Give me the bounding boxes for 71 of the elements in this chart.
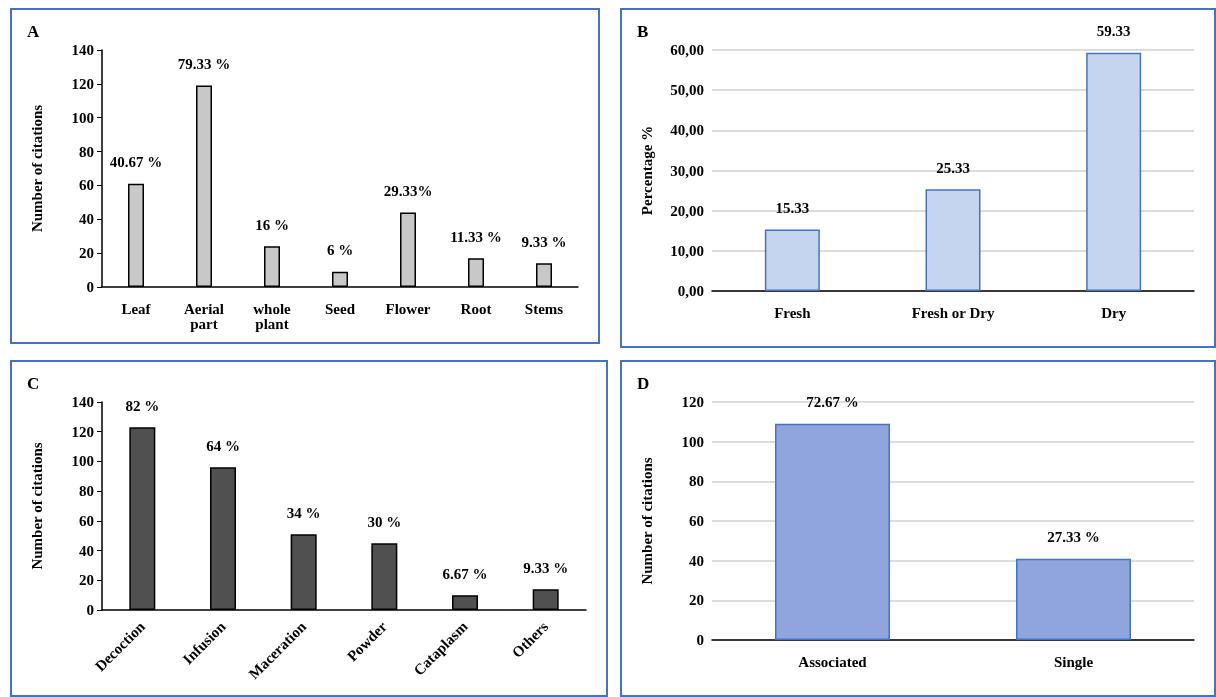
annotation: 34 % — [286, 504, 321, 521]
x-tick-label: Flower — [385, 300, 431, 317]
data-label: 59.33 — [1096, 23, 1131, 40]
x-tick-label: Leaf — [121, 300, 152, 317]
annotation: 11.33 % — [450, 228, 502, 245]
y-tick-label: 100 — [681, 433, 704, 450]
y-tick-label: 50,00 — [670, 82, 704, 99]
y-tick-label: 120 — [681, 394, 704, 410]
annotation: 79.33 % — [177, 56, 231, 73]
y-tick-label: 0 — [86, 279, 94, 295]
x-tick-label: Dry — [1101, 304, 1127, 321]
y-tick-label: 60 — [79, 512, 94, 529]
y-axis-title: Number of citations — [28, 442, 45, 570]
annotation: 72.67 % — [806, 394, 859, 411]
chart-title: B — [637, 22, 649, 41]
y-axis-title: Number of citations — [638, 457, 655, 585]
chart-title: C — [27, 374, 40, 393]
y-tick-label: 80 — [689, 473, 704, 490]
x-tick-label: Root — [460, 300, 492, 317]
y-tick-label: 40 — [79, 542, 94, 559]
bar — [925, 189, 981, 291]
y-tick-label: 60,00 — [670, 42, 704, 58]
annotation: 9.33 % — [523, 559, 569, 576]
x-tick-label: Fresh or Dry — [911, 304, 995, 321]
annotation: 64 % — [206, 437, 240, 454]
y-axis-title: Percentage % — [638, 125, 655, 216]
annotation: 30 % — [367, 513, 402, 530]
y-tick-label: 0 — [86, 602, 94, 618]
chart-title: D — [637, 374, 650, 393]
y-tick-label: 120 — [71, 423, 94, 440]
x-tick-label: whole plant — [253, 300, 292, 332]
y-tick-label: 0 — [696, 632, 704, 648]
y-tick-label: 140 — [71, 394, 94, 410]
x-tick-label: Single — [1053, 653, 1094, 670]
annotation: 82 % — [125, 397, 160, 414]
annotation: 29.33% — [383, 183, 433, 200]
y-tick-label: 20,00 — [670, 202, 704, 219]
x-tick-label: Aerial part — [184, 300, 224, 332]
y-tick-label: 30,00 — [670, 162, 704, 179]
bar — [1086, 52, 1142, 291]
y-tick-label: 40 — [689, 552, 704, 569]
y-tick-label: 60 — [689, 513, 704, 529]
data-label: 25.33 — [936, 159, 970, 176]
y-tick-label: 80 — [79, 143, 94, 160]
y-tick-label: 40 — [79, 211, 94, 228]
y-tick-label: 80 — [79, 483, 94, 500]
y-tick-label: 40,00 — [670, 122, 704, 139]
y-tick-label: 100 — [71, 453, 94, 470]
annotation: 16 % — [255, 216, 289, 233]
annotation: 6.67 % — [442, 565, 488, 582]
y-tick-label: 20 — [689, 592, 704, 609]
y-tick-label: 60 — [79, 177, 94, 194]
x-tick-label: Associated — [798, 653, 868, 670]
x-tick-label: Seed — [325, 300, 356, 317]
y-tick-label: 120 — [71, 75, 94, 92]
annotation: 40.67 % — [109, 154, 163, 171]
y-tick-label: 0,00 — [677, 283, 704, 299]
x-tick-label: Fresh — [774, 304, 812, 321]
y-tick-label: 140 — [71, 42, 94, 58]
bar — [764, 229, 820, 291]
annotation: 9.33 % — [521, 233, 567, 250]
annotation: 27.33 % — [1047, 529, 1100, 546]
data-label: 15.33 — [775, 199, 810, 216]
y-tick-label: 20 — [79, 572, 94, 589]
y-tick-label: 20 — [79, 245, 94, 262]
annotation: 6 % — [326, 242, 354, 259]
x-tick-label: Stems — [524, 300, 564, 317]
y-tick-label: 100 — [71, 109, 94, 126]
chart-title: A — [27, 22, 40, 41]
y-tick-label: 10,00 — [670, 242, 704, 259]
y-axis-title: Number of citations — [28, 104, 45, 233]
